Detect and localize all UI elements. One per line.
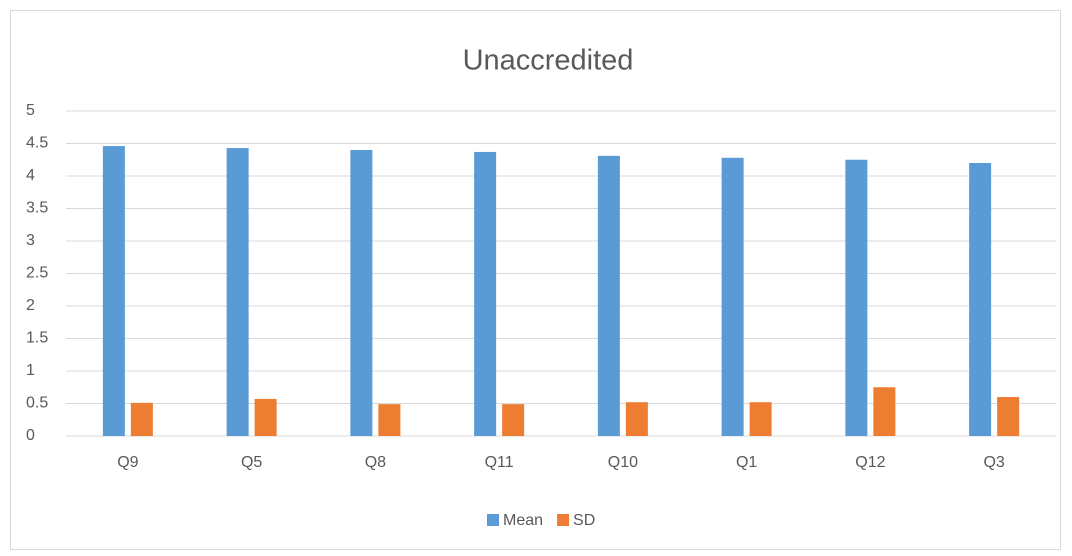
bar: [102, 146, 125, 436]
x-tick-label: Q12: [855, 454, 885, 471]
legend-label: Mean: [503, 512, 543, 529]
x-tick-label: Q10: [608, 454, 638, 471]
bar: [625, 402, 648, 436]
y-tick-label: 4: [26, 167, 35, 184]
bar: [474, 151, 497, 436]
x-tick-label: Q9: [117, 454, 138, 471]
chart-border: [10, 10, 1061, 550]
bar: [749, 402, 772, 436]
bar: [969, 163, 992, 436]
bar: [721, 157, 744, 437]
bar: [226, 148, 249, 437]
y-tick-label: 0: [26, 427, 35, 444]
y-tick-label: 1.5: [26, 330, 48, 347]
bar: [378, 404, 401, 436]
y-tick-label: 3: [26, 232, 35, 249]
bar: [350, 150, 373, 436]
y-tick-label: 4.5: [26, 135, 48, 152]
legend-swatch: [557, 514, 570, 526]
x-tick-label: Q5: [241, 454, 262, 471]
bar: [502, 404, 525, 436]
x-tick-label: Q1: [736, 454, 757, 471]
x-tick-label: Q11: [485, 454, 514, 471]
y-tick-label: 0.5: [26, 395, 48, 412]
bar: [845, 159, 868, 436]
x-tick-label: Q8: [365, 454, 386, 471]
chart-title: Unaccredited: [463, 45, 634, 77]
bar: [130, 402, 153, 436]
bar: [997, 397, 1020, 436]
y-tick-label: 2: [26, 297, 35, 314]
legend-swatch: [487, 514, 499, 526]
bar: [597, 155, 620, 436]
x-tick-label: Q3: [983, 454, 1004, 471]
y-tick-label: 5: [26, 102, 35, 119]
bar: [254, 398, 277, 436]
legend-label: SD: [573, 512, 595, 529]
bar: [873, 387, 896, 436]
y-tick-label: 2.5: [26, 265, 48, 282]
legend: Mean SD: [487, 512, 595, 529]
y-tick-label: 1: [26, 362, 35, 379]
y-tick-label: 3.5: [26, 200, 48, 217]
